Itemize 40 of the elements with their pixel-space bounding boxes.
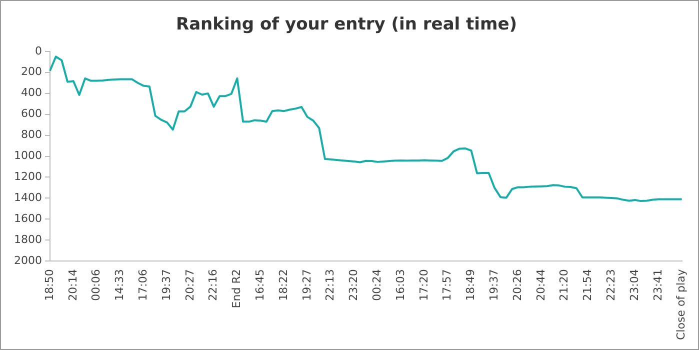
x-tick-label: 21:20 <box>558 269 571 301</box>
y-tick-label: 1200 <box>14 170 42 184</box>
y-tick-label: 1800 <box>14 233 42 246</box>
x-tick-label: 23:20 <box>347 269 360 301</box>
x-tick-label: 22:16 <box>206 269 220 301</box>
x-tick-label: 18:49 <box>464 269 478 301</box>
x-tick-label: 00:24 <box>370 269 384 301</box>
y-tick-label: 200 <box>20 65 42 78</box>
x-tick-label: 20:26 <box>510 269 524 301</box>
x-tick-label: 17:57 <box>440 269 454 301</box>
y-tick-label: 400 <box>20 86 42 100</box>
x-tick-label: 17:06 <box>136 269 150 301</box>
x-tick-label: 23:41 <box>651 269 664 301</box>
x-tick-label: 23:04 <box>628 269 641 301</box>
x-tick-label: 19:37 <box>487 269 500 301</box>
x-tick-label: 17:20 <box>417 269 430 301</box>
y-tick-label: 2000 <box>14 254 42 268</box>
y-tick-label: 800 <box>20 128 42 142</box>
y-tick-label: 1600 <box>14 212 42 226</box>
x-tick-label: 21:54 <box>581 269 594 301</box>
y-tick-label: 1400 <box>14 191 42 204</box>
x-tick-label: 16:03 <box>394 269 407 301</box>
x-tick-label: 00:06 <box>90 269 103 301</box>
x-tick-label: 20:27 <box>183 269 196 301</box>
x-tick-label: End R2 <box>230 269 244 308</box>
y-tick-label: 1000 <box>14 149 42 162</box>
x-tick-label: 22:23 <box>604 269 618 301</box>
x-tick-label: 19:37 <box>160 269 173 301</box>
x-tick-label: 18:22 <box>276 269 290 301</box>
y-tick-label: 600 <box>20 107 42 120</box>
x-tick-label: 19:27 <box>300 269 314 301</box>
x-tick-label: 16:45 <box>253 269 266 301</box>
x-tick-label: 18:50 <box>42 269 56 301</box>
x-tick-label: 20:44 <box>534 269 548 301</box>
x-tick-label: 22:13 <box>324 269 337 301</box>
x-tick-label: Close of play <box>674 268 688 340</box>
chart-title: Ranking of your entry (in real time) <box>176 14 518 35</box>
y-tick-label: 0 <box>34 44 42 58</box>
x-tick-label: 14:33 <box>113 269 126 301</box>
x-tick-label: 20:14 <box>66 269 80 301</box>
